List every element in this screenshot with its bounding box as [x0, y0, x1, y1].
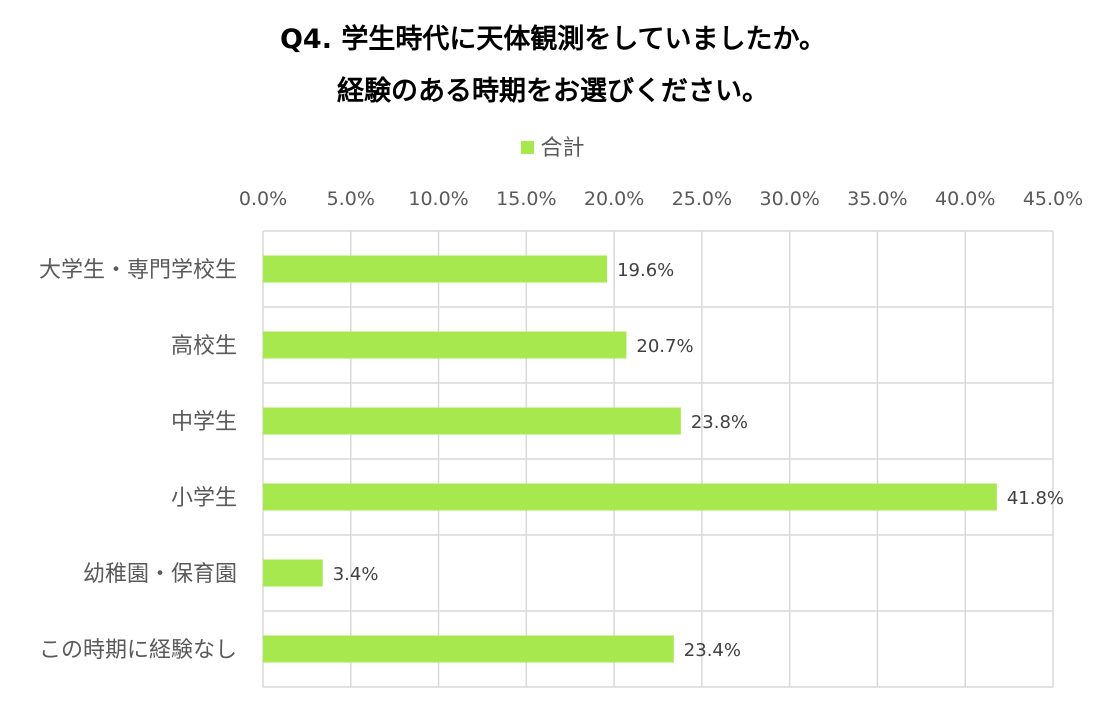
x-tick-label: 45.0% — [1023, 188, 1083, 210]
bar — [263, 255, 608, 283]
x-tick-label: 5.0% — [327, 188, 375, 210]
bar — [263, 559, 323, 587]
chart-title-line1: Q4. 学生時代に天体観測をしていましたか。 — [279, 24, 827, 55]
legend-label: 合計 — [540, 136, 585, 161]
bar — [263, 635, 674, 663]
data-label: 23.4% — [684, 640, 741, 661]
category-label: 高校生 — [171, 334, 237, 359]
x-tick-label: 15.0% — [496, 188, 556, 210]
chart-title-line2: 経験のある時期をお選びください。 — [337, 76, 769, 107]
data-label: 3.4% — [333, 564, 379, 585]
x-tick-label: 0.0% — [239, 188, 287, 210]
x-tick-label: 25.0% — [672, 188, 732, 210]
category-label: 中学生 — [171, 410, 237, 435]
legend-swatch — [521, 141, 535, 154]
data-label: 20.7% — [636, 336, 693, 357]
data-label: 41.8% — [1007, 488, 1064, 509]
x-tick-label: 10.0% — [408, 188, 468, 210]
bar — [263, 331, 627, 359]
x-tick-label: 20.0% — [584, 188, 644, 210]
category-label: この時期に経験なし — [39, 638, 237, 663]
category-label: 小学生 — [171, 486, 237, 511]
x-tick-label: 30.0% — [759, 188, 819, 210]
bar — [263, 407, 681, 435]
category-label: 大学生・専門学校生 — [39, 258, 237, 283]
legend: 合計 — [0, 134, 1106, 164]
x-tick-label: 35.0% — [847, 188, 907, 210]
x-tick-label: 40.0% — [935, 188, 995, 210]
bar — [263, 483, 997, 511]
data-label: 23.8% — [691, 412, 748, 433]
data-label: 19.6% — [617, 260, 674, 281]
category-label: 幼稚園・保育園 — [83, 562, 237, 587]
